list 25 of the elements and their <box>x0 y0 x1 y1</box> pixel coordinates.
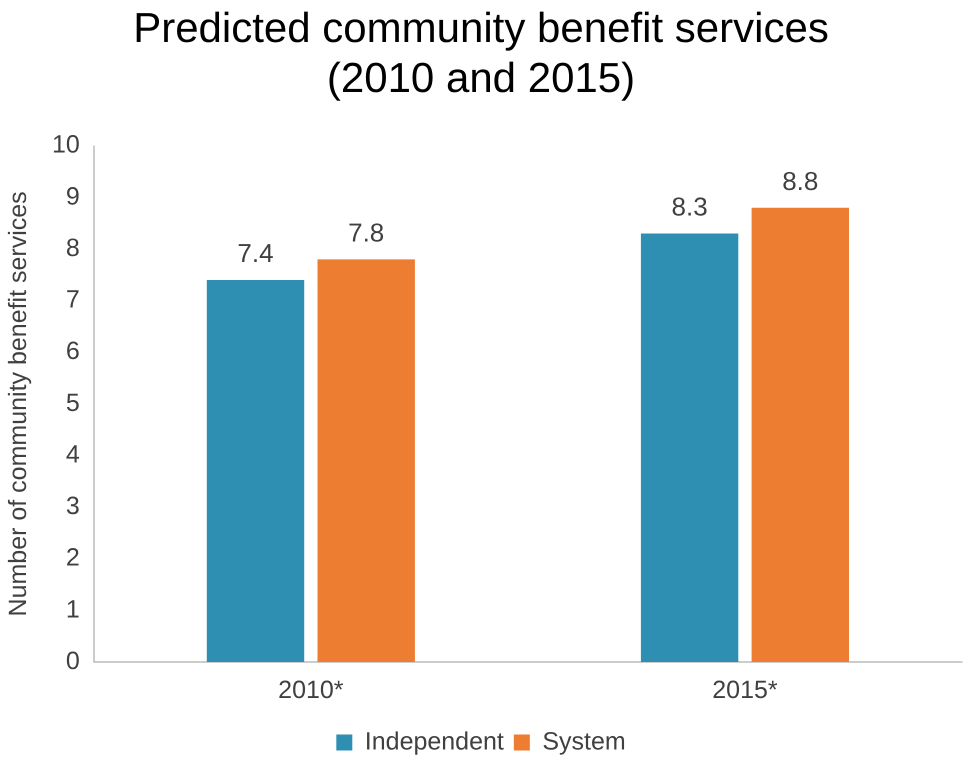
chart-title: Predicted community benefit services (2010 and 2015) <box>133 4 829 102</box>
y-tick-label: 2 <box>66 544 80 572</box>
bar <box>640 234 738 662</box>
y-tick-label: 4 <box>66 440 80 468</box>
legend-label: System <box>542 727 626 756</box>
data-label: 8.3 <box>672 192 708 222</box>
y-tick-label: 1 <box>66 595 80 624</box>
y-tick-label: 10 <box>52 130 80 159</box>
y-tick-label: 7 <box>66 286 80 314</box>
data-label: 8.8 <box>782 166 818 196</box>
y-tick-label: 5 <box>66 388 80 417</box>
data-label: 7.4 <box>237 238 274 268</box>
legend-label: Independent <box>364 727 504 756</box>
y-tick-label: 0 <box>66 646 80 675</box>
x-tick-label: 2015* <box>712 676 778 704</box>
y-tick-label: 9 <box>66 182 80 210</box>
y-tick-label: 6 <box>66 337 80 366</box>
bar <box>318 259 415 662</box>
x-tick-label: 2010* <box>278 676 344 704</box>
y-tick-label: 3 <box>66 492 80 520</box>
bar <box>206 280 304 662</box>
data-label: 7.8 <box>348 218 384 248</box>
y-tick-label: 8 <box>66 234 80 262</box>
bar <box>752 208 850 662</box>
y-axis-title: Number of community benefit services <box>4 191 32 616</box>
